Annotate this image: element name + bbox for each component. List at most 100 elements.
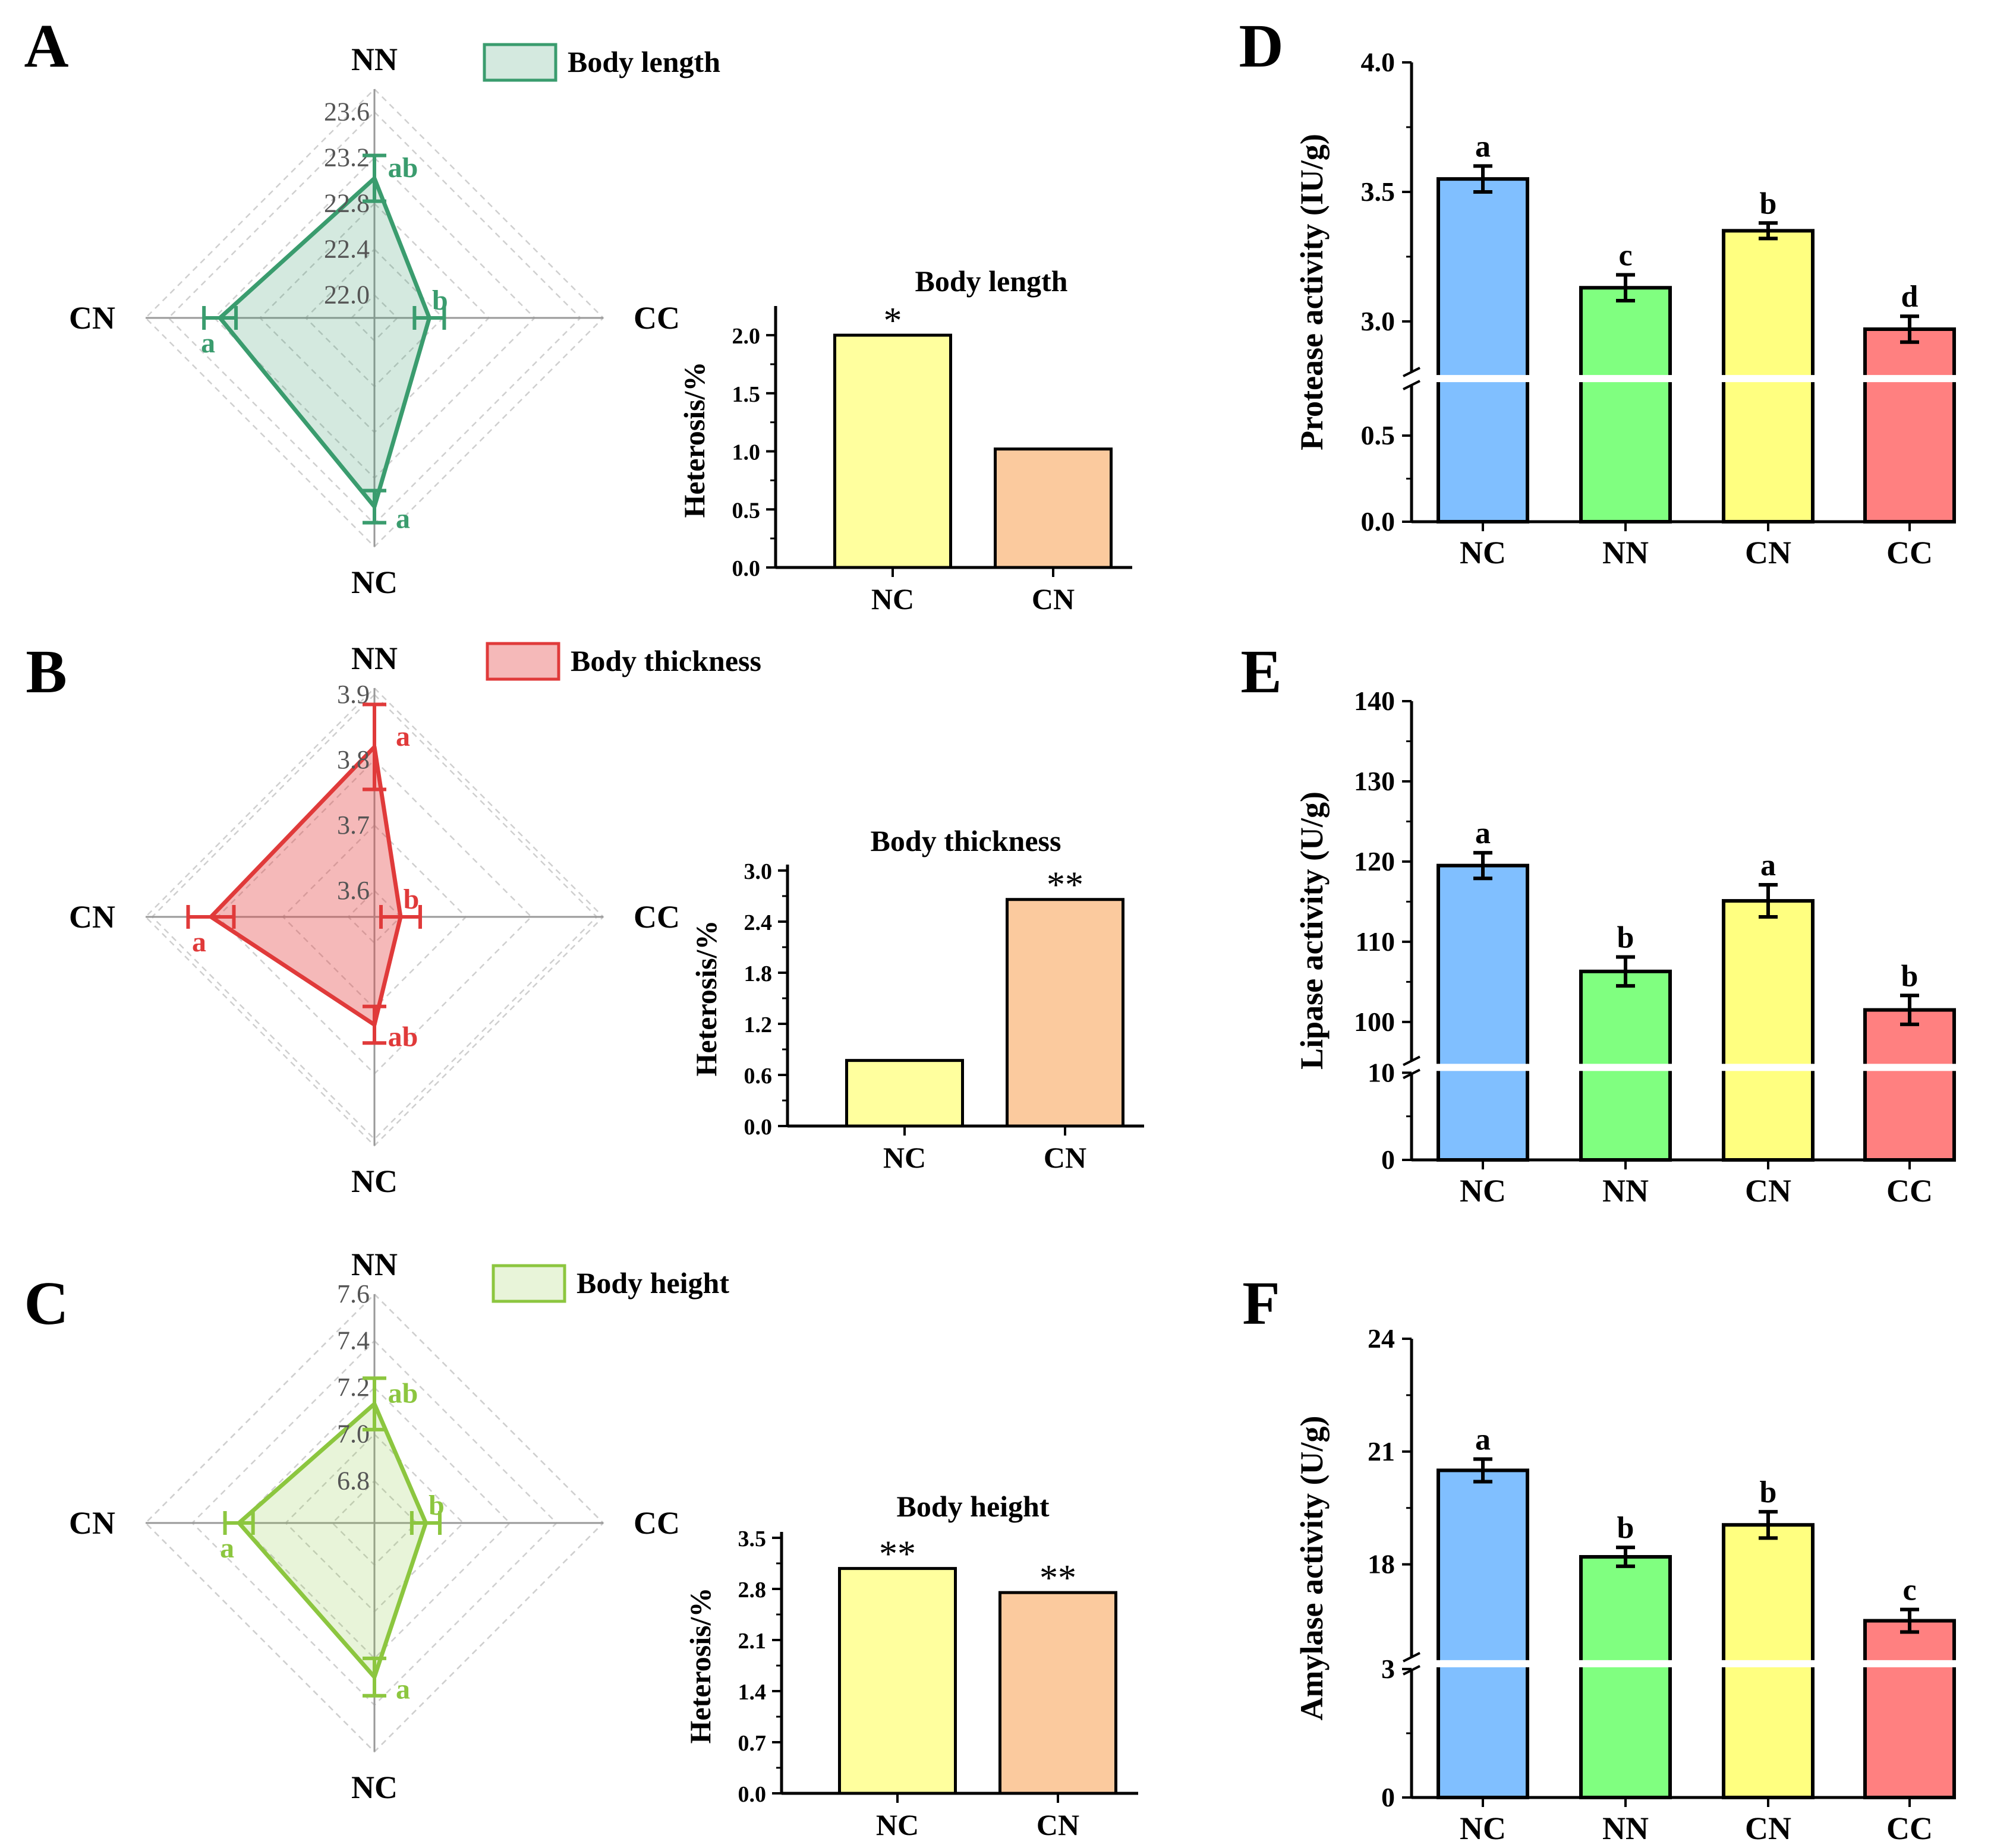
y-tick-label: 0.0	[1361, 506, 1396, 537]
radar-tick-label: 6.8	[337, 1466, 370, 1495]
y-axis-label: Protease activity (IU/g)	[1294, 134, 1330, 450]
significance-letter: b	[1760, 1475, 1777, 1509]
radar-tick-label: 3.7	[337, 811, 370, 840]
x-tick-label: NC	[1460, 1173, 1506, 1209]
significance-letter: b	[1760, 187, 1777, 220]
significance-star: **	[1047, 865, 1083, 906]
significance-letter: a	[1475, 816, 1491, 850]
significance-letter: a	[1475, 1423, 1491, 1456]
radar-chart-a: 22.0 22.4 22.8 23.2 23.6 ab NN b CC a NC a CN Body le…	[69, 42, 720, 600]
y-tick-label: 0.5	[732, 498, 761, 523]
y-tick-label: 2.1	[738, 1629, 767, 1654]
x-tick-label: CC	[1886, 1811, 1933, 1846]
y-tick-label: 3.5	[1361, 176, 1396, 207]
radar-significance-letter: b	[432, 285, 448, 316]
y-tick-label: 3.0	[1361, 306, 1396, 336]
y-tick-label: 0.7	[738, 1731, 767, 1756]
radar-significance-letter: ab	[388, 152, 418, 184]
x-tick-label: CC	[1886, 535, 1933, 570]
y-tick-label: 100	[1354, 1007, 1395, 1037]
radar-significance-letter: a	[192, 926, 206, 958]
panel-label-d: D	[1239, 12, 1283, 80]
y-tick-label: 10	[1368, 1057, 1395, 1087]
x-tick-label: CN	[1745, 535, 1791, 570]
significance-letter: a	[1475, 130, 1491, 163]
radar-axis-label: NC	[351, 565, 398, 600]
axis-break-mark	[1403, 380, 1420, 390]
radar-axis-label: CN	[69, 899, 115, 935]
radar-significance-letter: a	[396, 1673, 410, 1705]
significance-star: **	[879, 1534, 916, 1575]
heterosis-chart-a2: * NC CN 0.0 0.5 1.0 1.5 2.0 Body length Heterosis…	[678, 264, 1132, 616]
significance-letter: c	[1902, 1573, 1916, 1607]
axis-break-mark	[1403, 1652, 1420, 1663]
x-tick-label: NC	[1460, 535, 1506, 570]
chart-title: Body height	[896, 1490, 1049, 1523]
bar	[1006, 898, 1124, 1128]
radar-significance-letter: a	[201, 327, 215, 359]
x-tick-label: NC	[1460, 1811, 1506, 1846]
y-tick-label: 2.4	[744, 910, 773, 935]
bar	[1863, 1008, 1956, 1162]
radar-significance-letter: b	[429, 1490, 445, 1521]
bar	[838, 1567, 957, 1795]
radar-axis-label: NN	[351, 1247, 398, 1282]
y-tick-label: 3	[1381, 1654, 1395, 1684]
radar-axis-label: CC	[634, 300, 680, 336]
heterosis-chart-c2: ** NC ** CN 0.0 0.7 1.4 2.1 2.8 3.5 Body height Het…	[683, 1490, 1138, 1841]
y-tick-label: 120	[1354, 846, 1395, 876]
y-tick-label: 1.8	[744, 961, 773, 986]
y-tick-label: 0.0	[738, 1782, 767, 1807]
radar-significance-letter: a	[396, 721, 410, 752]
enzyme-chart-d: a NC c NN b CN d CC 0.0 0.5 3.0 3.5 4.0 Protease acti…	[1294, 47, 1958, 570]
bar	[1579, 286, 1672, 524]
y-axis-label: Amylase activity (U/g)	[1294, 1416, 1330, 1721]
radar-tick-label: 7.6	[337, 1279, 370, 1308]
y-tick-label: 0.5	[1361, 420, 1396, 450]
enzyme-chart-e: a NC b NN a CN b CC 0 10 100 110 120 130 140 Lipase act…	[1294, 686, 1958, 1209]
bar	[994, 447, 1113, 569]
x-tick-label: CN	[1745, 1811, 1791, 1846]
radar-tick-label: 23.6	[324, 97, 370, 127]
axis-break-mark	[1403, 1055, 1420, 1067]
y-tick-label: 0	[1381, 1144, 1395, 1175]
x-tick-label: CN	[1037, 1808, 1079, 1841]
bar	[1863, 327, 1956, 524]
radar-tick-label: 3.8	[337, 745, 370, 774]
legend-swatch	[483, 43, 557, 82]
y-tick-label: 0	[1381, 1782, 1395, 1812]
radar-tick-label: 22.0	[324, 280, 370, 310]
bar	[1579, 1554, 1672, 1800]
y-axis-label: Heterosis/%	[683, 1588, 717, 1744]
x-tick-label: CN	[1044, 1141, 1086, 1174]
x-tick-label: CN	[1032, 582, 1075, 616]
y-tick-label: 4.0	[1361, 47, 1396, 77]
radar-tick-label: 22.8	[324, 189, 370, 218]
radar-tick-label: 22.4	[324, 235, 370, 264]
bar	[1863, 1619, 1956, 1799]
radar-significance-letter: ab	[388, 1021, 418, 1053]
bar	[1722, 899, 1815, 1162]
radar-axis-label: CC	[634, 899, 680, 935]
x-tick-label: NC	[876, 1808, 919, 1841]
radar-tick-label: 3.6	[337, 876, 370, 905]
y-tick-label: 1.4	[738, 1680, 767, 1705]
y-tick-label: 21	[1368, 1436, 1395, 1467]
axis-break-band	[1414, 375, 1958, 383]
significance-letter: a	[1760, 849, 1776, 882]
axis-break-mark	[1403, 367, 1420, 377]
bar	[1437, 1468, 1529, 1800]
y-tick-label: 3.0	[744, 859, 773, 884]
legend-label: Body thickness	[571, 644, 761, 677]
x-tick-label: CN	[1745, 1173, 1791, 1209]
legend-swatch	[492, 1264, 566, 1303]
x-tick-label: NN	[1602, 1173, 1649, 1209]
radar-axis-label: CC	[634, 1505, 680, 1541]
bar	[845, 1059, 964, 1128]
radar-tick-label: 7.0	[337, 1420, 370, 1449]
significance-letter: d	[1901, 280, 1919, 314]
y-tick-label: 1.2	[744, 1013, 773, 1037]
